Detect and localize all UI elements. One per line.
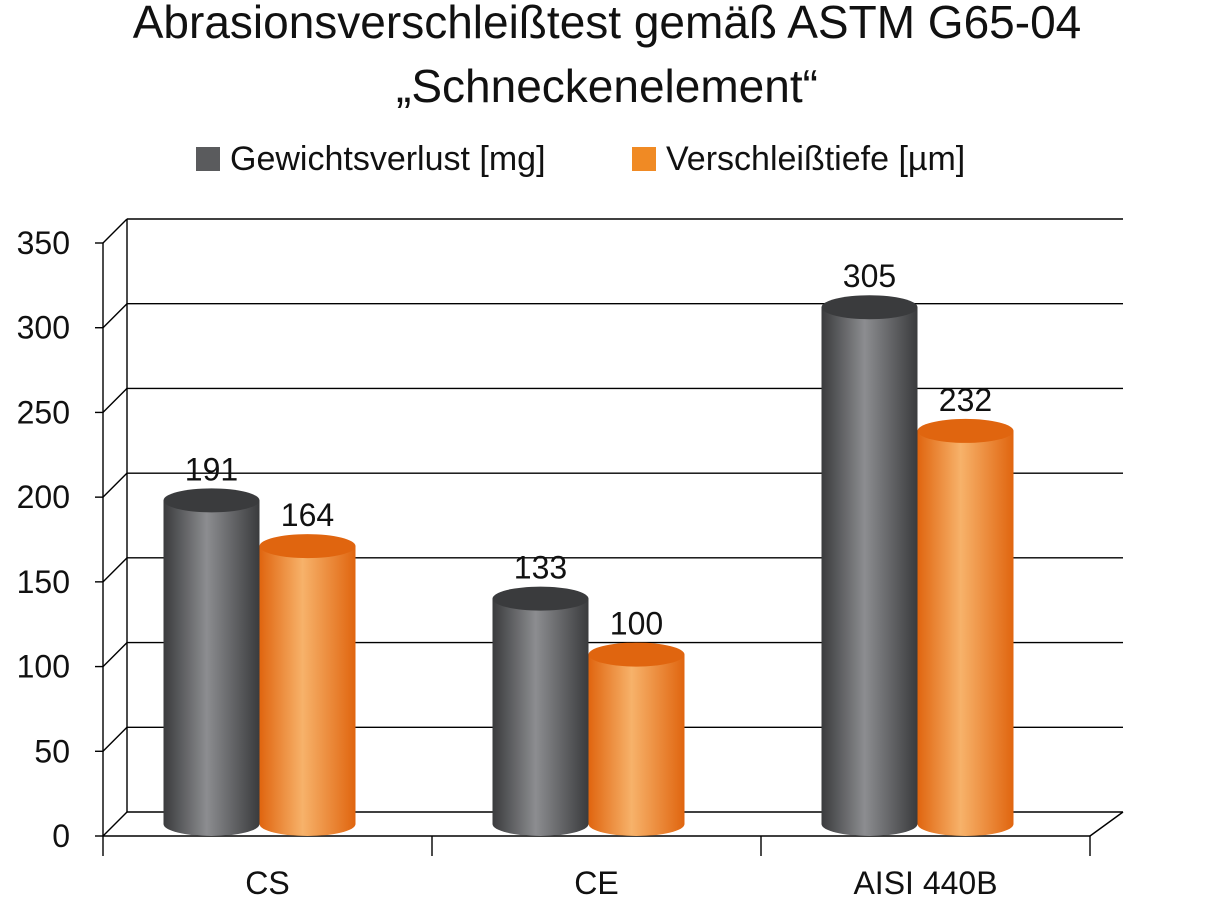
data-label-aisi-440b-series-2: 232 <box>939 382 992 418</box>
x-tick-label-aisi-440b: AISI 440B <box>853 865 997 900</box>
grid-connector-350 <box>102 218 128 244</box>
data-label-ce-series-1: 133 <box>514 550 567 586</box>
grid-connector-100 <box>102 642 128 668</box>
grid-connector-50 <box>102 726 128 752</box>
y-tick-label-350: 350 <box>17 225 70 261</box>
chart-title-line-2: „Schneckenelement“ <box>396 60 818 112</box>
y-tick-label-50: 50 <box>34 733 70 769</box>
bars <box>163 295 1014 837</box>
y-tick-label-0: 0 <box>52 818 70 854</box>
bar-top-cs-series-2 <box>259 534 356 559</box>
bar-top-aisi-440b-series-2 <box>917 418 1014 443</box>
legend-swatch-1 <box>196 147 220 171</box>
y-tick-label-100: 100 <box>17 649 70 685</box>
data-label-aisi-440b-series-1: 305 <box>843 258 896 294</box>
bar-aisi-440b-series-1 <box>821 307 918 837</box>
data-label-cs-series-1: 191 <box>185 451 238 487</box>
data-labels: 191 164 133 100 305 232 <box>185 258 992 641</box>
bar-aisi-440b-series-2 <box>917 430 1014 837</box>
y-tick-label-300: 300 <box>17 310 70 346</box>
bar-top-ce-series-1 <box>492 586 589 611</box>
grid-connector-200 <box>102 472 128 498</box>
legend-label-2: Verschleißtiefe [µm] <box>666 140 965 178</box>
legend-label-1: Gewichtsverlust [mg] <box>230 140 546 178</box>
x-tick-label-ce: CE <box>574 865 618 900</box>
y-tick-label-150: 150 <box>17 564 70 600</box>
grid-connector-0 <box>102 811 128 837</box>
y-tick-label-200: 200 <box>17 479 70 515</box>
bar-cs-series-2 <box>259 546 356 837</box>
legend: Gewichtsverlust [mg] Verschleißtiefe [µm] <box>196 140 965 178</box>
bar-ce-series-2 <box>588 654 685 837</box>
grid-connector-150 <box>102 557 128 583</box>
bar-top-aisi-440b-series-1 <box>821 295 918 320</box>
floor-right-edge <box>1089 811 1124 837</box>
bar-ce-series-1 <box>492 598 589 837</box>
legend-swatch-2 <box>632 147 656 171</box>
grid-connector-300 <box>102 303 128 329</box>
grid-connector-250 <box>102 387 128 413</box>
bar-top-cs-series-1 <box>163 488 260 513</box>
chart-title-line-1: Abrasionsverschleißtest gemäß ASTM G65-0… <box>133 0 1081 48</box>
data-label-cs-series-2: 164 <box>281 497 334 533</box>
x-tick-label-cs: CS <box>245 865 289 900</box>
bar-cs-series-1 <box>163 500 260 837</box>
bar-top-ce-series-2 <box>588 642 685 667</box>
data-label-ce-series-2: 100 <box>610 606 663 642</box>
y-tick-label-250: 250 <box>17 394 70 430</box>
